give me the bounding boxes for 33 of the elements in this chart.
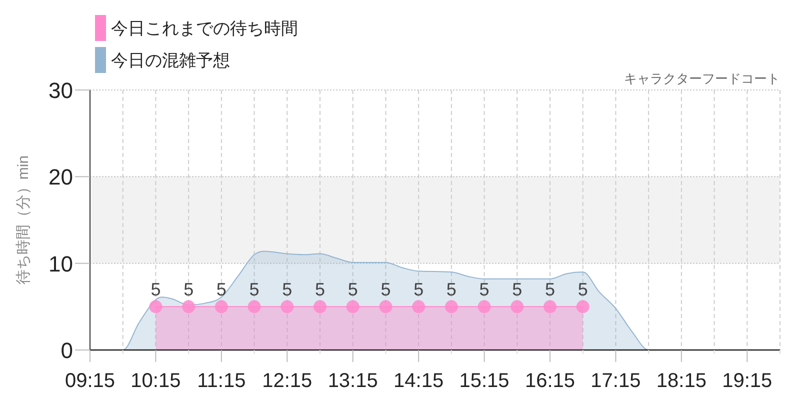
data-label: 5 [545, 280, 555, 300]
x-tick-label: 16:15 [524, 370, 576, 392]
legend-label: 今日の混雑予想 [111, 51, 230, 70]
x-tick-label: 18:15 [656, 370, 706, 392]
x-tick-label: 15:15 [459, 370, 510, 392]
x-tick-label: 12:15 [262, 370, 312, 392]
x-tick-label: 19:15 [722, 370, 772, 392]
data-label: 5 [414, 280, 424, 300]
data-label: 5 [578, 280, 588, 300]
y-axis-title: 待ち時間（分）min [15, 155, 32, 285]
y-tick-label: 0 [60, 338, 73, 363]
x-tick-label: 09:15 [64, 370, 116, 392]
legend-label: 今日これまでの待ち時間 [111, 19, 298, 38]
data-label: 5 [512, 280, 522, 300]
x-tick-label: 11:15 [197, 370, 246, 392]
title: キャラクターフードコート [624, 71, 780, 86]
data-label: 5 [479, 280, 490, 300]
data-label: 5 [380, 280, 391, 300]
data-label: 5 [315, 280, 325, 300]
data-label: 5 [446, 280, 456, 300]
y-tick-label: 10 [48, 251, 73, 276]
data-label: 5 [216, 280, 226, 300]
data-label: 5 [249, 280, 260, 300]
x-tick-label: 17:15 [590, 370, 641, 392]
data-label: 5 [282, 280, 292, 300]
data-label: 5 [150, 280, 161, 300]
x-tick-label: 14:15 [394, 370, 444, 392]
y-tick-label: 20 [48, 164, 73, 190]
y-tick-label: 30 [48, 78, 73, 103]
x-tick-label: 10:15 [130, 370, 181, 392]
data-label: 5 [348, 280, 358, 300]
x-tick-label: 13:15 [328, 370, 378, 392]
data-label: 5 [184, 280, 194, 300]
